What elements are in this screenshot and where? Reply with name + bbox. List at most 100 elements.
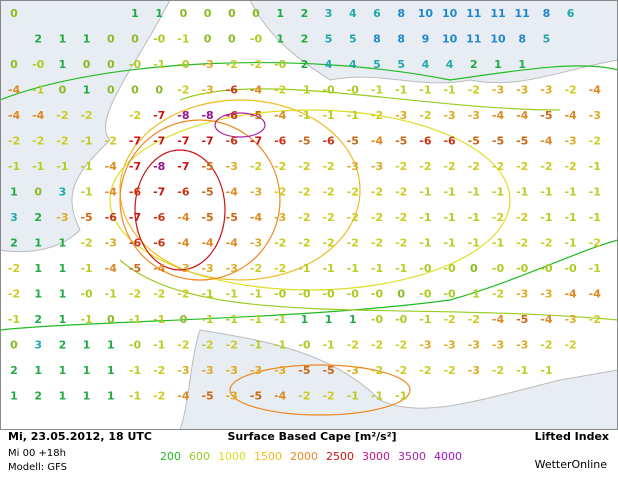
value-label: -1 xyxy=(540,186,552,199)
value-label: -1 xyxy=(468,186,480,199)
value-label: -1 xyxy=(564,186,576,199)
value-label: -6 xyxy=(226,84,239,97)
value-label: -3 xyxy=(443,109,455,122)
value-label: -0 xyxy=(298,339,311,352)
value-label: 1 xyxy=(59,58,67,71)
legend-entry: 1500 xyxy=(254,450,282,463)
value-label: 0 xyxy=(10,339,18,352)
value-label: -2 xyxy=(395,211,407,224)
value-label: 3 xyxy=(10,211,18,224)
value-label: 1 xyxy=(349,313,357,326)
value-label: -2 xyxy=(371,339,383,352)
value-label: -1 xyxy=(32,84,44,97)
value-label: -2 xyxy=(8,262,20,275)
value-label: -1 xyxy=(274,313,286,326)
value-label: 1 xyxy=(34,237,42,250)
value-label: 0 xyxy=(204,33,212,46)
value-label: 1 xyxy=(494,58,502,71)
value-label: 2 xyxy=(59,339,67,352)
north-sea-baltic xyxy=(249,0,618,84)
value-label: -3 xyxy=(177,262,189,275)
contour xyxy=(229,364,411,416)
value-label: -8 xyxy=(177,109,189,122)
value-label: -1 xyxy=(516,186,528,199)
value-label: 0 xyxy=(228,33,236,46)
value-label: -2 xyxy=(395,339,407,352)
value-label: -1 xyxy=(468,288,480,301)
value-label: -0 xyxy=(80,288,93,301)
value-label: -6 xyxy=(129,237,142,250)
value-label: 1 xyxy=(59,33,67,46)
value-label: -3 xyxy=(371,160,383,173)
date: Mi, 23.05.2012, 18 UTC xyxy=(8,430,152,443)
value-label: -3 xyxy=(226,364,238,377)
value-label: -1 xyxy=(347,390,359,403)
value-label: -0 xyxy=(395,313,408,326)
value-label: 0 xyxy=(180,313,188,326)
value-label: -0 xyxy=(153,33,166,46)
value-label: -2 xyxy=(347,186,359,199)
value-label: 1 xyxy=(83,364,91,377)
value-label: -2 xyxy=(80,109,92,122)
value-label: -2 xyxy=(177,288,189,301)
value-label: -6 xyxy=(443,135,456,148)
value-label: -2 xyxy=(492,211,504,224)
value-label: -1 xyxy=(589,211,601,224)
value-label: -6 xyxy=(129,186,142,199)
value-label: 1 xyxy=(276,33,284,46)
value-label: 11 xyxy=(466,33,481,46)
value-label: 10 xyxy=(442,33,458,46)
mediterranean xyxy=(179,329,618,431)
value-label: -5 xyxy=(516,135,528,148)
value-label: -0 xyxy=(540,262,553,275)
value-label: -1 xyxy=(201,313,213,326)
value-label: -1 xyxy=(468,237,480,250)
value-label: -0 xyxy=(177,58,190,71)
value-label: -1 xyxy=(32,160,44,173)
legend-entry: 2000 xyxy=(290,450,318,463)
value-label: 1 xyxy=(59,364,67,377)
value-label: 1 xyxy=(276,7,284,20)
value-label: -2 xyxy=(492,288,504,301)
value-label: -6 xyxy=(226,135,239,148)
value-label: -3 xyxy=(468,109,480,122)
value-label: -2 xyxy=(492,160,504,173)
value-label: -1 xyxy=(516,364,528,377)
value-label: -2 xyxy=(419,364,431,377)
value-label: 0 xyxy=(252,7,260,20)
value-label: -1 xyxy=(564,211,576,224)
value-label: -0 xyxy=(322,288,335,301)
value-label: -2 xyxy=(371,211,383,224)
value-label: -1 xyxy=(419,313,431,326)
value-label: -2 xyxy=(395,364,407,377)
value-label: -2 xyxy=(32,135,44,148)
value-label: -4 xyxy=(201,237,214,250)
value-label: -5 xyxy=(540,109,552,122)
value-label: -1 xyxy=(298,109,310,122)
value-label: -2 xyxy=(129,288,141,301)
value-label: -3 xyxy=(274,211,286,224)
product: Lifted Index xyxy=(535,430,609,443)
value-label: -7 xyxy=(153,109,165,122)
value-label: 0 xyxy=(131,84,139,97)
value-label: -1 xyxy=(80,160,92,173)
value-label: -4 xyxy=(226,186,239,199)
value-label: -2 xyxy=(516,237,528,250)
value-label: 0 xyxy=(107,313,115,326)
value-label: 0 xyxy=(34,186,42,199)
value-label: -3 xyxy=(201,364,213,377)
value-label: -0 xyxy=(419,262,432,275)
value-label: -1 xyxy=(8,313,20,326)
value-label: -4 xyxy=(274,390,287,403)
brand: WetterOnline xyxy=(535,458,608,471)
value-label: -7 xyxy=(129,135,141,148)
value-label: -1 xyxy=(129,364,141,377)
value-label: -1 xyxy=(371,390,383,403)
value-label: -1 xyxy=(540,364,552,377)
value-label: -2 xyxy=(468,160,480,173)
value-label: -1 xyxy=(540,211,552,224)
value-label: -0 xyxy=(371,288,384,301)
value-label: 5 xyxy=(543,33,551,46)
value-label: -4 xyxy=(8,109,21,122)
value-label: -2 xyxy=(322,211,334,224)
